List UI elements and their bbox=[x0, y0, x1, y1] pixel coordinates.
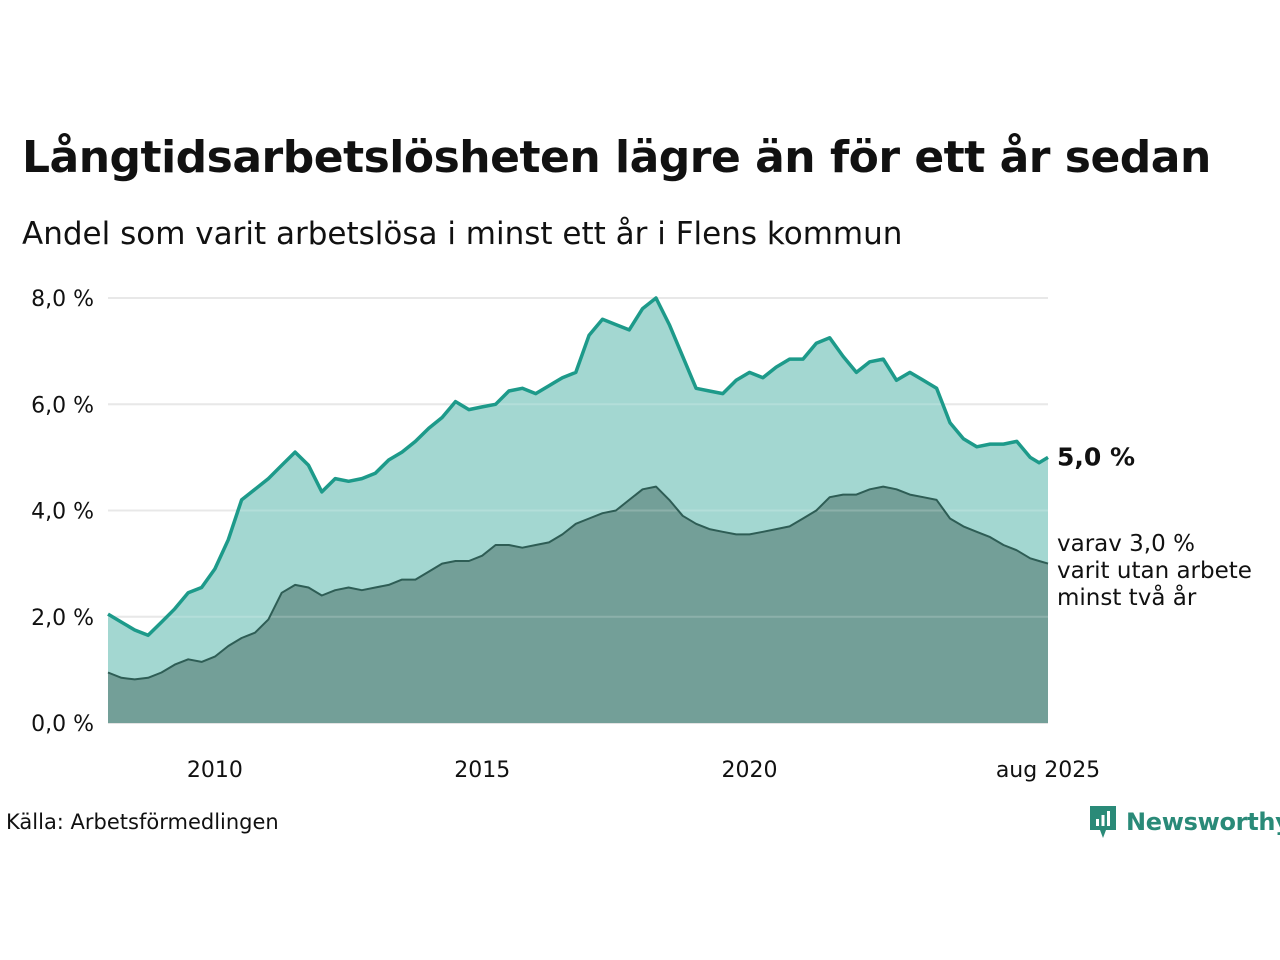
series-long-area bbox=[108, 486, 1048, 723]
series-long-line bbox=[107, 485, 1049, 681]
series-total-line bbox=[107, 296, 1049, 638]
y-tick-label: 2,0 % bbox=[31, 606, 94, 631]
chart-title: Långtidsarbetslösheten lägre än för ett … bbox=[22, 132, 1211, 183]
x-tick-label: 2020 bbox=[722, 758, 778, 783]
source-note: Källa: Arbetsförmedlingen bbox=[6, 810, 279, 834]
area-chart: 0,0 % 2,0 % 4,0 % 6,0 % 8,0 % 2010 2015 2020 aug… bbox=[31, 287, 1252, 783]
y-tick-label: 0,0 % bbox=[31, 712, 94, 737]
x-tick-label: 2015 bbox=[454, 758, 510, 783]
brand-name: Newsworthy bbox=[1126, 808, 1280, 836]
y-tick-label: 4,0 % bbox=[31, 500, 94, 525]
brand-logo: Newsworthy bbox=[1088, 804, 1280, 840]
x-tick-label: aug 2025 bbox=[996, 758, 1100, 783]
long-term-label-line: varit utan arbete bbox=[1057, 558, 1252, 584]
chart-subtitle: Andel som varit arbetslösa i minst ett å… bbox=[22, 216, 903, 252]
long-term-label-line: minst två år bbox=[1057, 583, 1197, 611]
y-tick-label: 8,0 % bbox=[31, 287, 94, 312]
y-tick-label: 6,0 % bbox=[31, 393, 94, 418]
total-value-label: 5,0 % bbox=[1057, 442, 1135, 471]
long-term-label-line: varav 3,0 % bbox=[1057, 531, 1195, 557]
x-tick-label: 2010 bbox=[187, 758, 243, 783]
newsworthy-logo-icon bbox=[1090, 806, 1116, 838]
